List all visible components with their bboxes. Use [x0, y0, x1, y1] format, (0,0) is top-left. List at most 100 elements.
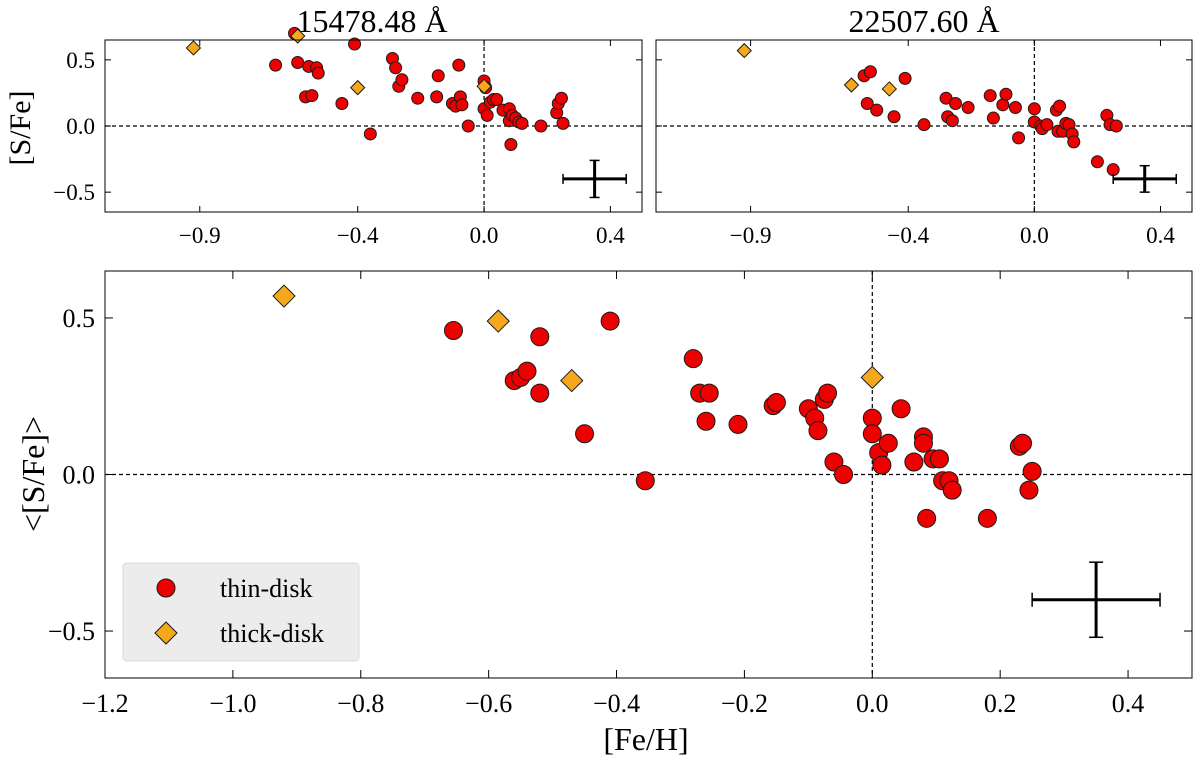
thick-disk-point [843, 77, 860, 93]
thin-disk-point [834, 465, 854, 484]
thin-disk-point [699, 383, 719, 403]
legend-label-thick-disk: thick-disk [220, 619, 324, 648]
thin-disk-point [870, 103, 884, 117]
thin-disk-point [986, 111, 1000, 125]
thin-disk-point [1012, 131, 1026, 145]
x-tick-label: 0.4 [596, 223, 625, 248]
thin-disk-point [824, 452, 844, 472]
thin-disk-point [766, 392, 786, 412]
thin-disk-point [983, 89, 997, 103]
x-tick-label: −0.4 [887, 223, 929, 248]
axes-frame [104, 270, 1193, 679]
error-bar [562, 159, 627, 199]
thin-disk-point [1027, 102, 1041, 116]
thin-disk-point [1109, 119, 1123, 133]
thin-disk-point [917, 118, 931, 132]
thin-disk-point [1053, 99, 1067, 113]
legend-frame [122, 562, 360, 662]
thin-disk-point [1040, 118, 1054, 132]
thin-disk-point [929, 449, 949, 469]
thin-disk-point [904, 452, 924, 472]
legend-marker-thick-disk [154, 621, 178, 645]
thin-disk-point [872, 455, 892, 475]
thin-disk-point [452, 58, 466, 72]
x-tick-label: 0.0 [1020, 223, 1049, 248]
thin-disk-point [430, 90, 444, 104]
thin-disk-point [443, 320, 463, 340]
thin-disk-point [887, 110, 901, 124]
thin-disk-point [534, 119, 548, 133]
x-tick-label: −0.9 [179, 223, 221, 248]
legend-marker-thin-disk [156, 578, 176, 598]
thin-disk-point [917, 508, 937, 528]
thin-disk-point [348, 37, 362, 51]
x-tick-label: −0.4 [337, 223, 379, 248]
thick-disk-point [881, 81, 898, 97]
thin-disk-point [961, 100, 975, 114]
y-tick-label: 0.5 [63, 304, 96, 333]
thin-disk-point [1106, 163, 1120, 177]
thick-disk-point [272, 284, 296, 308]
x-tick-label: −0.9 [730, 223, 772, 248]
thin-disk-point [395, 73, 409, 87]
x-tick-label: 0.4 [1112, 689, 1145, 718]
thin-disk-point [862, 424, 882, 444]
axes-frame [104, 39, 643, 213]
panel-15478: 15478.48 Å [S/Fe] −0.9 −0.4 0.0 0.4 −0.5 0.0 0… [4, 3, 643, 248]
plot-area: −0.9 −0.4 0.0 0.4 [656, 40, 1192, 248]
y-axis-label: [S/Fe] [4, 91, 37, 166]
thin-disk-point [1067, 135, 1081, 149]
thick-disk-point [185, 40, 202, 56]
thin-disk-point [1008, 100, 1022, 114]
thin-disk-point [1090, 155, 1104, 169]
thick-disk-point [486, 309, 510, 333]
thick-disk-point [349, 79, 366, 96]
thin-disk-point [389, 61, 403, 75]
thick-disk-point [560, 368, 584, 393]
legend-label-thin-disk: thin-disk [220, 574, 312, 603]
panel-title: 15478.48 Å [296, 3, 447, 39]
plot-area: −1.2 −1.0 −0.8 −0.6 −0.4 −0.2 0.0 0.2 0.4 −0.5 0.0… [48, 271, 1192, 718]
thin-disk-point [431, 69, 445, 83]
x-tick-label: −1.0 [209, 689, 256, 718]
thin-disk-point [1019, 480, 1039, 500]
thin-disk-point [1013, 433, 1033, 453]
thin-disk-point [311, 66, 325, 80]
thin-disk-point [335, 97, 349, 111]
x-tick-label: −0.2 [721, 689, 768, 718]
thin-disk-point [863, 65, 877, 79]
thin-disk-point [554, 91, 568, 105]
thick-disk-point [736, 42, 752, 59]
thin-disk-point [556, 116, 570, 130]
legend: thin-disk thick-disk [122, 562, 360, 662]
thin-disk-point [504, 138, 518, 152]
thin-disk-point [977, 508, 997, 528]
thin-disk-point [808, 421, 828, 441]
thin-disk-point [942, 480, 962, 500]
thin-disk-point [728, 414, 748, 434]
thin-disk-point [363, 127, 377, 141]
thin-disk-point [455, 98, 469, 112]
x-axis-label: [Fe/H] [603, 721, 688, 757]
thin-disk-point [480, 108, 494, 122]
thin-disk-point [898, 71, 912, 85]
thin-disk-point [269, 58, 283, 72]
thick-disk-point [476, 78, 492, 95]
thin-disk-point [945, 114, 959, 128]
thin-disk-point [683, 349, 703, 369]
x-tick-label: 0.0 [856, 689, 889, 718]
thin-disk-point [860, 97, 874, 111]
error-bar [1112, 164, 1177, 193]
y-tick-label: 0.0 [63, 461, 96, 490]
x-tick-label: −1.2 [81, 689, 128, 718]
x-tick-label: −0.4 [593, 689, 640, 718]
y-tick-label: 0.0 [66, 114, 95, 139]
thin-disk-point [515, 116, 529, 130]
panel-22507: 22507.60 Å −0.9 −0.4 0.0 0.4 [655, 3, 1193, 248]
thin-disk-point [575, 424, 595, 444]
y-tick-label: −0.5 [53, 180, 95, 205]
thin-disk-point [818, 383, 838, 403]
plot-area: −0.9 −0.4 0.0 0.4 −0.5 0.0 0.5 [53, 26, 642, 248]
x-tick-label: 0.4 [1146, 223, 1175, 248]
